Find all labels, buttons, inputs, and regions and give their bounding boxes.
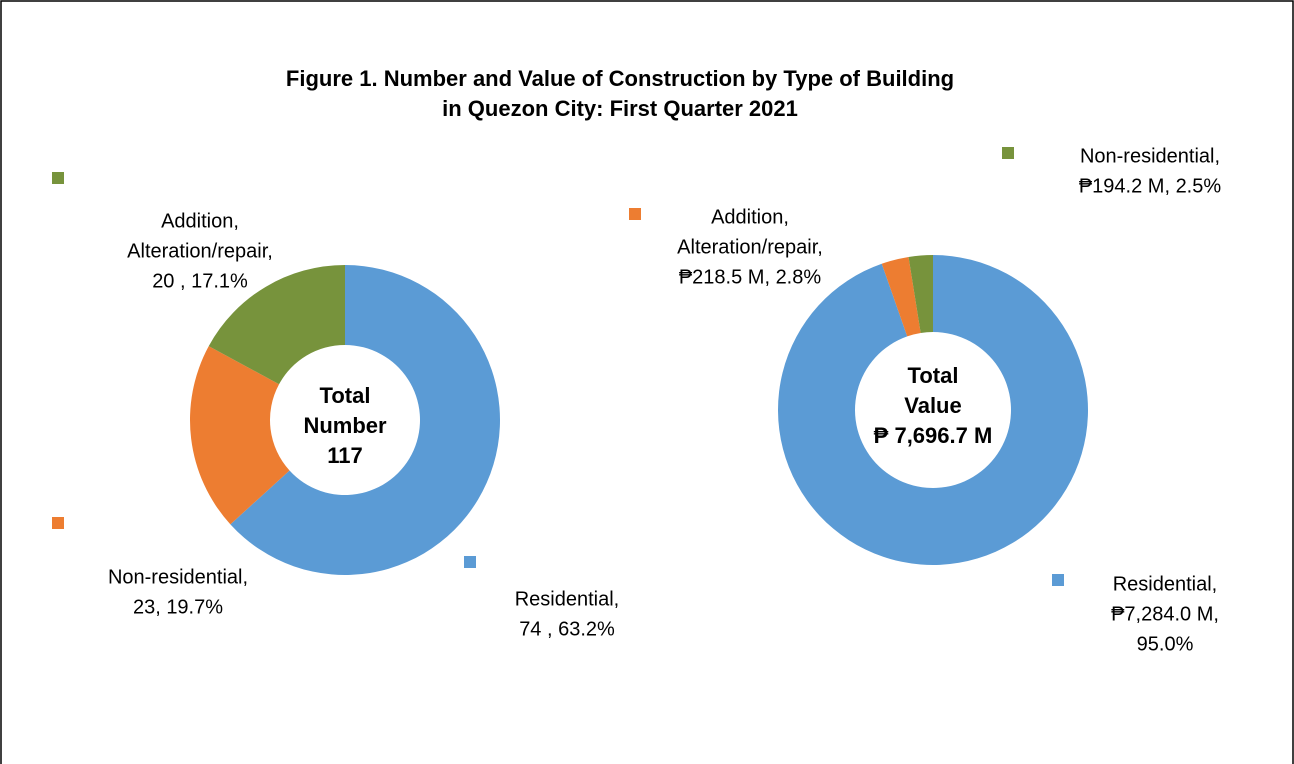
donut-segment (230, 265, 500, 575)
data-label: ₱194.2 M, 2.5% (1079, 175, 1222, 197)
donut-segment (908, 255, 933, 333)
data-label: Alteration/repair, (677, 236, 823, 258)
data-label: 74 , 63.2% (519, 618, 615, 640)
data-label: Addition, (161, 210, 239, 232)
data-label: 20 , 17.1% (152, 270, 248, 292)
center-label: 117 (327, 443, 363, 468)
data-label: 23, 19.7% (133, 596, 223, 618)
center-label: Total (320, 383, 371, 408)
center-label: Number (303, 413, 387, 438)
center-label: ₱ 7,696.7 M (874, 423, 993, 448)
legend-key (1052, 574, 1064, 586)
data-label: Residential, (1113, 573, 1218, 595)
center-label: Total (908, 363, 959, 388)
donut-segment (190, 346, 290, 525)
data-label: 95.0% (1137, 633, 1194, 655)
legend-key (52, 172, 64, 184)
chart-title: Figure 1. Number and Value of Constructi… (286, 66, 954, 91)
data-label: Non-residential, (1080, 145, 1220, 167)
donut-segment (208, 265, 345, 385)
donut-segment (881, 256, 921, 337)
data-label: Addition, (711, 206, 789, 228)
legend-key (629, 208, 641, 220)
data-label: ₱218.5 M, 2.8% (679, 266, 822, 288)
data-label: Residential, (515, 588, 620, 610)
legend-key (1002, 147, 1014, 159)
center-label: Value (904, 393, 961, 418)
legend-key (52, 517, 64, 529)
data-label: ₱7,284.0 M, (1111, 603, 1219, 625)
data-label: Non-residential, (108, 566, 248, 588)
donut-segment (777, 255, 1088, 566)
data-label: Alteration/repair, (127, 240, 273, 262)
chart-title: in Quezon City: First Quarter 2021 (442, 96, 798, 121)
legend-key (464, 556, 476, 568)
